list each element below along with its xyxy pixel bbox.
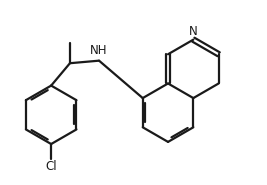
Text: Cl: Cl [45, 161, 57, 174]
Text: N: N [189, 25, 198, 38]
Text: NH: NH [90, 44, 108, 58]
